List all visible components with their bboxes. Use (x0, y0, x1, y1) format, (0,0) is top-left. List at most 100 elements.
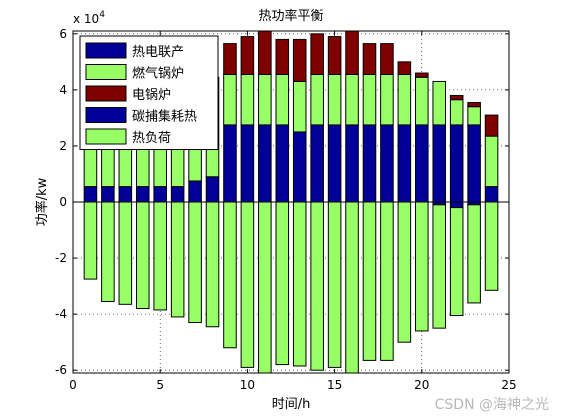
bar-segment (362, 43, 377, 75)
chart-title: 热功率平衡 (258, 8, 323, 24)
bar-segment (135, 186, 150, 203)
bar-segment (467, 204, 481, 304)
bar-segment (432, 204, 447, 329)
bar-segment (362, 124, 377, 203)
bar-segment (449, 124, 464, 203)
x-tick-label: 25 (501, 378, 516, 392)
bar-segment (362, 201, 377, 361)
y-tick-label: 6 (59, 27, 67, 41)
bar-segment (449, 99, 464, 126)
bar-segment (275, 73, 290, 126)
bar-segment (467, 101, 481, 108)
bar-segment (449, 94, 464, 101)
bar-segment (345, 201, 359, 373)
bar-segment (258, 124, 272, 203)
bar-segment (345, 124, 359, 203)
bar-segment (449, 207, 464, 317)
legend-swatch (85, 128, 127, 145)
bar-segment (484, 114, 499, 137)
x-tick-label: 0 (69, 378, 77, 392)
legend-label: 碳捕集耗热 (132, 109, 197, 125)
bar-segment (240, 124, 255, 203)
bar-segment (223, 124, 237, 203)
bar-segment (397, 61, 412, 75)
bar-segment (310, 201, 324, 371)
bar-segment (380, 124, 394, 203)
bar-segment (188, 201, 202, 324)
bar-segment (484, 201, 499, 291)
bar-segment (345, 31, 359, 75)
bar-segment (327, 73, 342, 126)
bar-segment (83, 186, 98, 203)
bar-segment (467, 106, 481, 126)
axis-ticks: 0 5 10 15 20 25 -6 -4 -2 0 2 4 6 (55, 27, 517, 392)
bar-segment (118, 201, 133, 305)
bar-segment (275, 124, 290, 203)
bar-segment (310, 124, 324, 203)
bar-segment (101, 186, 115, 203)
bar-segment (380, 201, 394, 361)
y-tick-label: -6 (55, 363, 67, 377)
y-tick-label: 4 (59, 83, 67, 97)
bar-segment (467, 124, 481, 203)
bar-segment (275, 201, 290, 366)
bar-segment (83, 201, 98, 280)
bar-segment (258, 201, 272, 373)
bar-segment (223, 201, 237, 349)
legend-label: 电锅炉 (132, 87, 171, 103)
bar-segment (449, 201, 464, 209)
bar-segment (380, 73, 394, 126)
bar-segment (275, 38, 290, 75)
bar-segment (258, 73, 272, 126)
bar-segment (292, 201, 307, 367)
x-tick-label: 15 (327, 378, 342, 392)
bar-segment (205, 201, 220, 328)
bar-segment (292, 38, 307, 82)
bar-segment (484, 186, 499, 203)
y-exponent-power: 4 (99, 10, 105, 20)
bar-segment (223, 73, 237, 126)
bar-segment (118, 186, 133, 203)
bar-segment (310, 33, 324, 75)
bar-segment (397, 201, 412, 343)
watermark: CSDN @海神之光 (434, 397, 549, 413)
y-axis-title: 功率/kw (34, 177, 50, 226)
bar-segment (292, 131, 307, 203)
bar-segment (345, 73, 359, 126)
bar-segment (310, 73, 324, 126)
y-tick-label: 2 (59, 139, 67, 153)
bar-segment (432, 80, 447, 126)
legend-label: 热负荷 (132, 131, 171, 146)
bar-segment (380, 43, 394, 75)
bar-segment (415, 72, 429, 78)
legend-swatch (85, 107, 127, 123)
y-tick-label: -2 (55, 251, 67, 265)
bar-segment (415, 76, 429, 126)
bar-segment (397, 73, 412, 126)
y-tick-label: -4 (55, 307, 67, 321)
bar-segment (205, 176, 220, 203)
y-exponent-label: x 104 (73, 10, 105, 26)
bar-segment (327, 124, 342, 203)
bar-segment (415, 201, 429, 332)
y-tick-label: 0 (59, 195, 67, 209)
legend-label: 热电联产 (132, 45, 184, 60)
bar-segment (170, 186, 185, 203)
bar-segment (240, 36, 255, 75)
bar-segment (240, 73, 255, 126)
bar-segment (223, 43, 237, 75)
legend-swatch (85, 85, 127, 102)
bar-segment (397, 124, 412, 203)
x-tick-label: 20 (414, 378, 429, 392)
x-axis-title: 时间/h (272, 397, 311, 412)
x-tick-label: 5 (156, 378, 164, 392)
bar-segment (432, 124, 447, 203)
bars (83, 31, 499, 373)
x-tick-label: 10 (240, 378, 255, 392)
y-exponent-base: x 10 (73, 12, 99, 26)
bar-segment (362, 73, 377, 126)
bar-segment (292, 80, 307, 133)
legend-swatch (85, 42, 127, 59)
